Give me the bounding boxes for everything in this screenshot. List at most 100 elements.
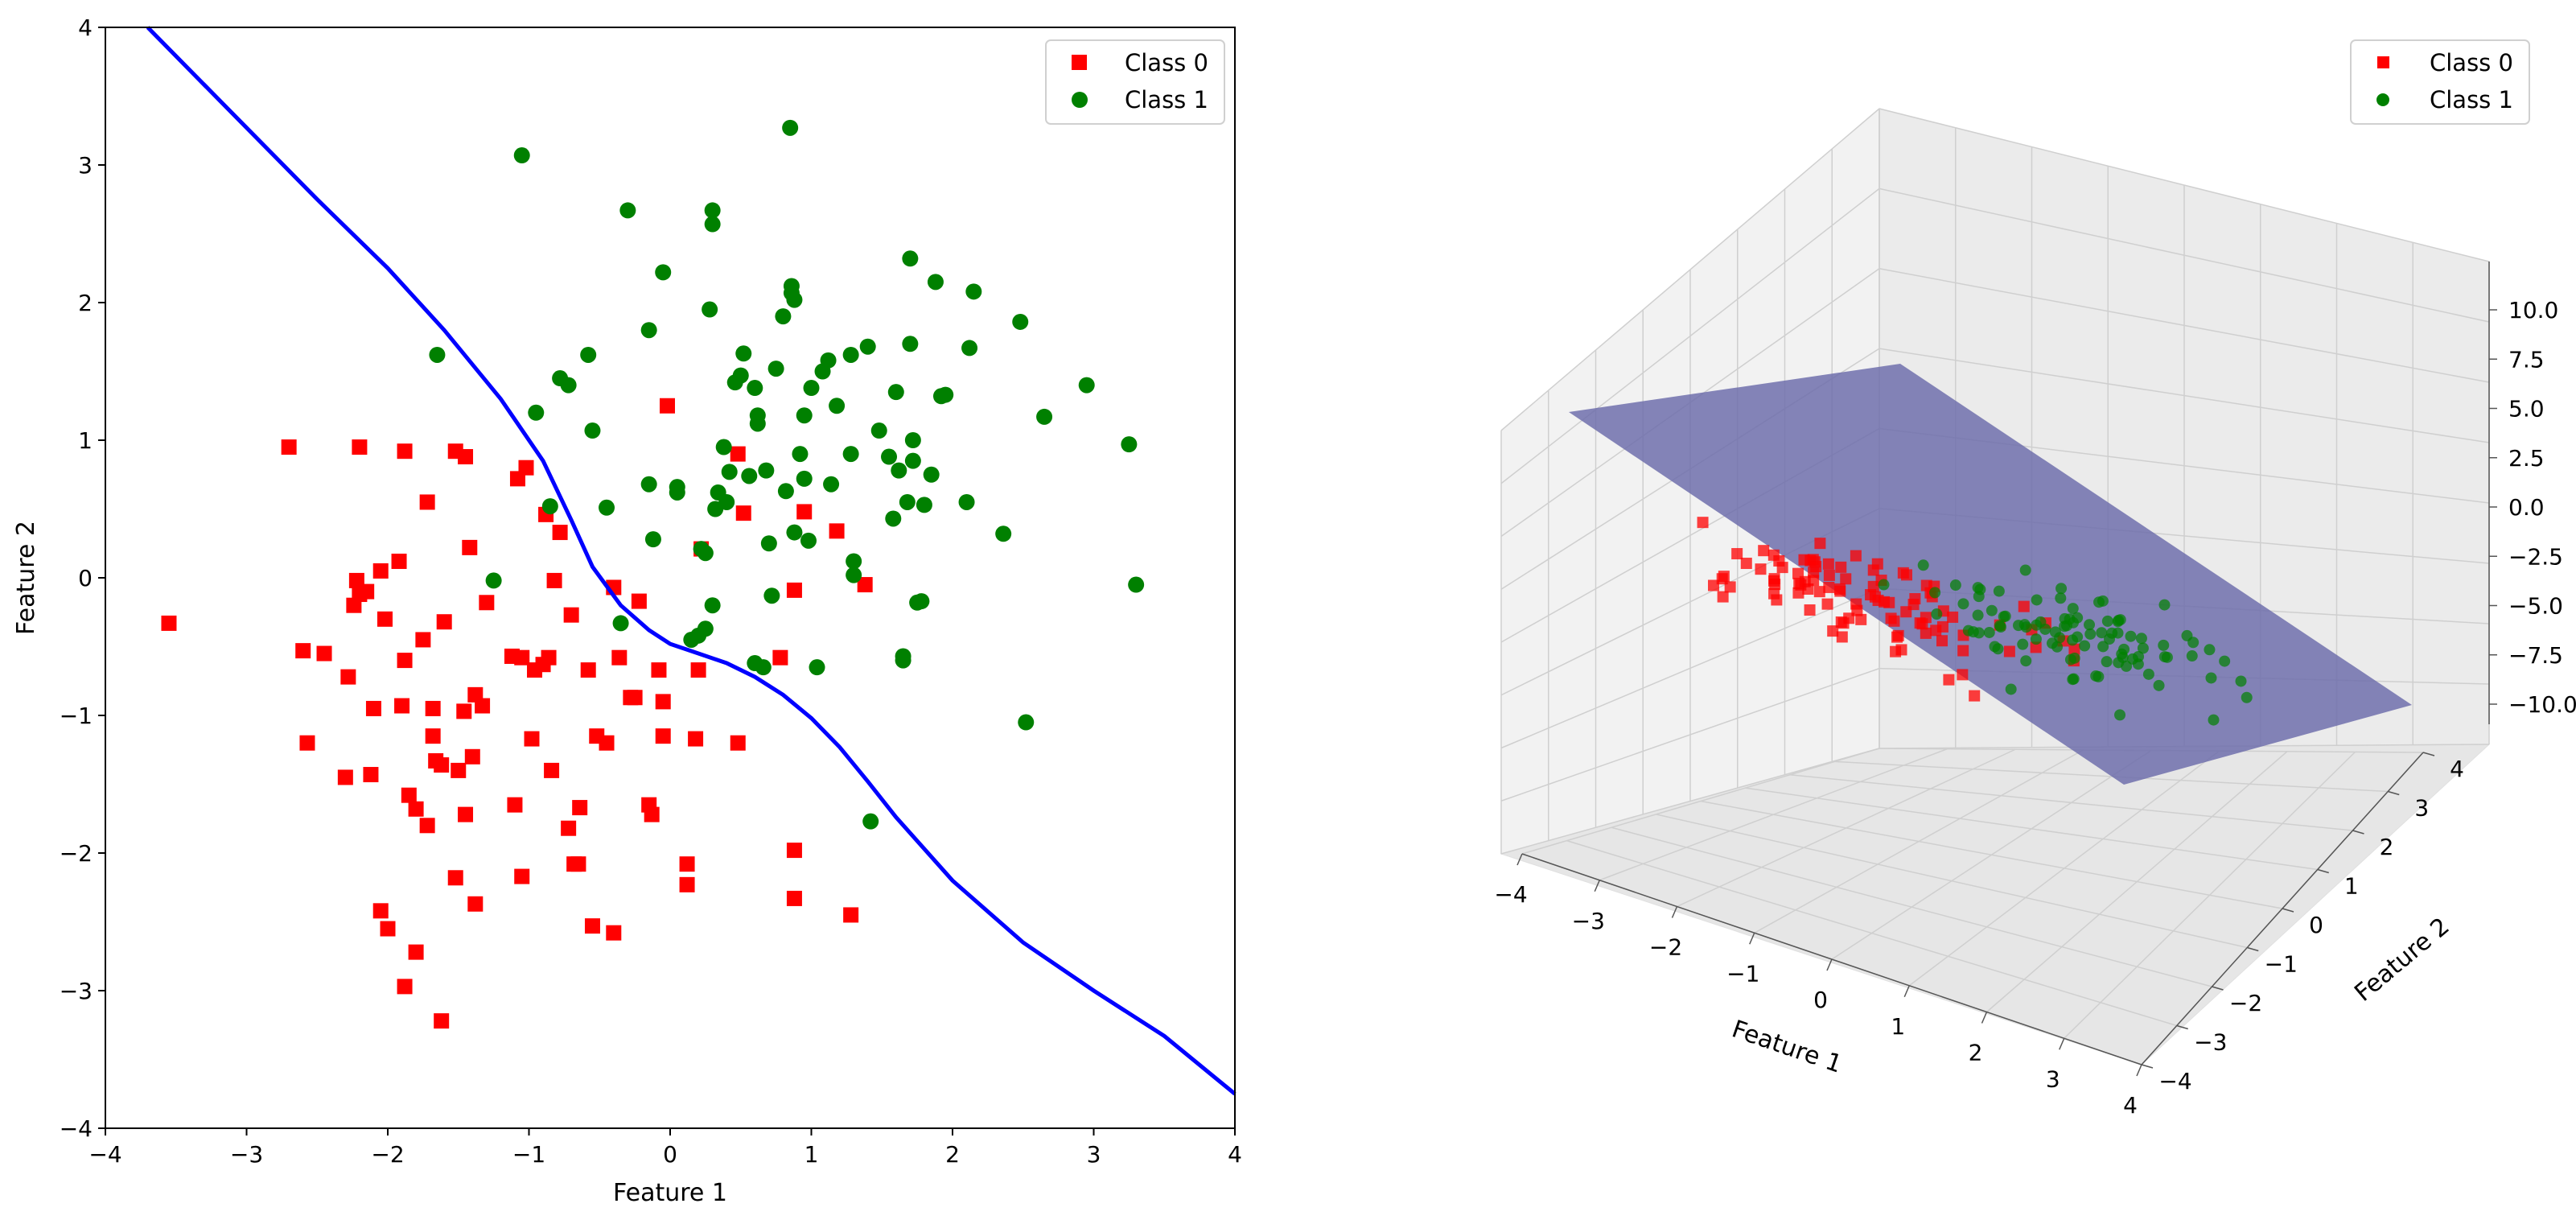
class1-point [916, 497, 932, 513]
class0-point [434, 757, 450, 773]
class1-point-3d [2112, 616, 2124, 628]
class1-point [640, 476, 657, 493]
z-tick-label-3d: −7.5 [2508, 642, 2563, 669]
z-axis-ticks-3d: −10.0 −7.5 −5.0 −2.5 0.0 2.5 5.0 7.5 10.0 [2489, 297, 2576, 718]
y-axis-label-2d: Feature 2 [12, 521, 40, 635]
legend-box-3d [2350, 39, 2530, 125]
class0-point [514, 649, 530, 666]
class1-point [1128, 576, 1145, 593]
class1-point-3d [2187, 637, 2199, 649]
class0-point [786, 890, 802, 906]
class0-point [397, 979, 413, 995]
y-tick-label-3d: 3 [2414, 795, 2429, 822]
class0-point [377, 611, 393, 627]
x-tick-mark-3d [1516, 853, 1523, 866]
y-tick-mark-3d [2212, 986, 2224, 991]
class1-point-3d [1992, 643, 2004, 655]
class1-point [763, 587, 780, 604]
class1-point-3d [2135, 633, 2147, 645]
left-wall-grid-line-h [1500, 587, 1880, 749]
floor-grid-line-y [1834, 760, 2389, 793]
class1-point [829, 398, 846, 414]
class1-point [640, 322, 657, 339]
class1-point [958, 493, 975, 510]
left-wall-grid-line-h [1500, 108, 1880, 431]
class1-point [965, 283, 982, 300]
z-tick-label-3d: 10.0 [2508, 297, 2558, 324]
class1-point-3d [1993, 585, 2005, 597]
class1-point-3d [2031, 594, 2043, 606]
class0-point-3d [1724, 581, 1736, 593]
class0-point-3d [1890, 645, 1902, 657]
x-tick-label-3d: 3 [2046, 1065, 2060, 1092]
class0-point [518, 460, 534, 476]
class0-point-3d [1836, 631, 1848, 643]
x-axis-label-3d: Feature 1 [1728, 1015, 1846, 1078]
class0-point [391, 553, 407, 569]
class0-point [462, 539, 478, 555]
class0-point [479, 595, 495, 611]
class0-point [295, 643, 311, 659]
class0-point [458, 449, 474, 465]
x-tick-label-3d: 2 [1969, 1040, 1983, 1066]
class1-point [796, 470, 813, 487]
class1-point-3d [2121, 660, 2133, 672]
class0-point-3d [1755, 563, 1767, 575]
class0-point [730, 735, 746, 751]
class1-point-3d [1985, 604, 1998, 616]
class1-point [560, 377, 577, 394]
class1-point [995, 526, 1012, 542]
class0-point [829, 523, 845, 539]
class0-point-3d [1740, 558, 1752, 570]
class0-point-3d [1697, 517, 1709, 529]
class1-point-3d [1949, 579, 1961, 591]
y-tick-label: 1 [78, 427, 93, 454]
class0-point [458, 806, 474, 822]
right-wall-grid-line-h [1879, 348, 2490, 443]
class0-point [735, 505, 751, 521]
legend-label-class1-3d: Class 1 [2430, 86, 2513, 113]
class0-point [408, 801, 424, 817]
class0-point [281, 439, 297, 455]
class0-point-3d [1855, 613, 1867, 625]
class1-point-3d [2092, 670, 2105, 682]
z-tick-label-3d: −2.5 [2508, 543, 2563, 570]
class1-point [702, 301, 718, 318]
class1-point-3d [2158, 639, 2170, 651]
class0-point-3d [1888, 615, 1900, 627]
y-tick-label: −4 [60, 1115, 93, 1142]
class1-point [961, 340, 978, 357]
class1-point-3d [2161, 651, 2173, 663]
class1-point [777, 483, 794, 500]
x-tick-mark-3d [2059, 1037, 2065, 1050]
class1-point-3d [1957, 598, 1969, 610]
class0-point [688, 731, 704, 747]
x-tick-label: 4 [1228, 1141, 1242, 1168]
class0-point-3d [1758, 545, 1770, 557]
x-tick-label: 2 [945, 1141, 960, 1168]
decision-boundary-line [146, 26, 1237, 1096]
class1-point [1078, 377, 1095, 394]
class0-point-3d [1771, 594, 1783, 606]
y-tick-label-3d: −2 [2229, 990, 2262, 1016]
class1-point [809, 659, 825, 676]
class1-point-3d [2112, 627, 2124, 639]
class0-point [352, 439, 368, 455]
floor-grid-line-y [1745, 787, 2318, 871]
class1-point [644, 531, 661, 548]
class1-point [669, 484, 685, 501]
class0-point [599, 735, 615, 751]
scatter-points-2d [161, 119, 1145, 1029]
class1-point-3d [2208, 714, 2220, 726]
class0-point-3d [1717, 591, 1729, 603]
class1-point-3d [2020, 621, 2032, 633]
class0-point [563, 607, 579, 623]
class1-point [786, 291, 803, 308]
class0-point-3d [1821, 598, 1833, 610]
class1-point-3d [2097, 641, 2109, 653]
floor-grid-line-y [1700, 800, 2283, 909]
class1-point [904, 452, 921, 469]
class0-point-3d [1823, 569, 1835, 581]
class1-point [782, 119, 799, 136]
